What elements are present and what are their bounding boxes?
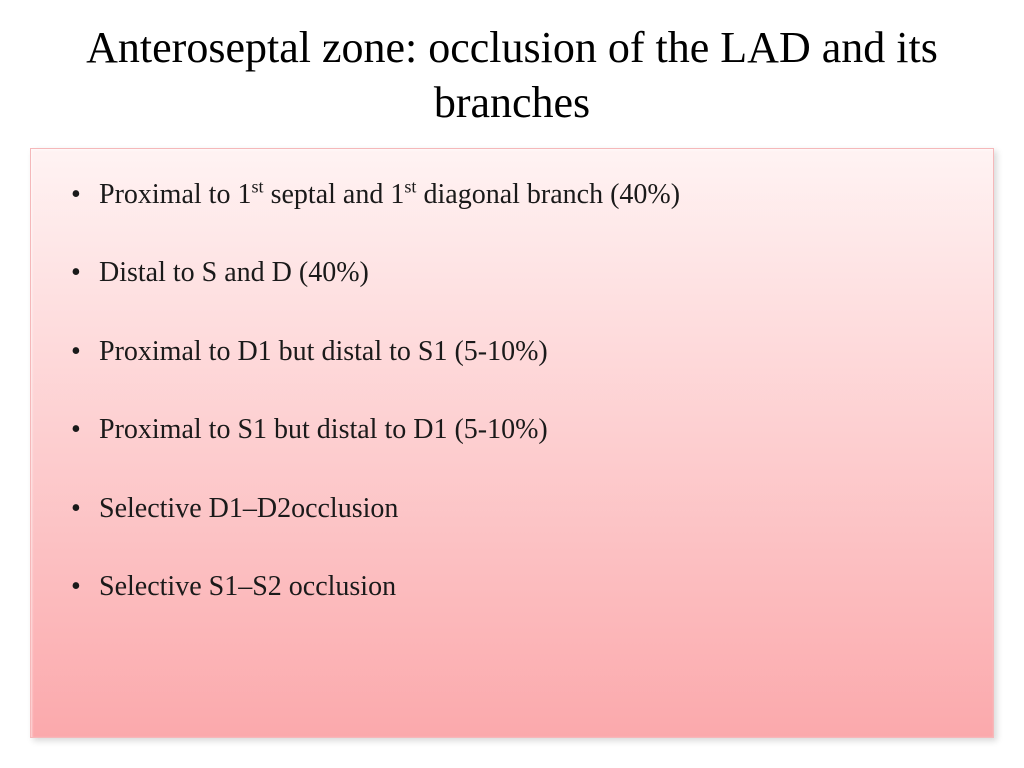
superscript: st	[251, 177, 263, 197]
slide-container: Anteroseptal zone: occlusion of the LAD …	[0, 0, 1024, 768]
bullet-item: Selective D1–D2occlusion	[71, 491, 963, 527]
bullet-list: Proximal to 1st septal and 1st diagonal …	[71, 177, 963, 605]
slide-title: Anteroseptal zone: occlusion of the LAD …	[30, 20, 994, 130]
bullet-item: Proximal to 1st septal and 1st diagonal …	[71, 177, 963, 213]
bullet-text-part: diagonal branch (40%)	[416, 179, 680, 210]
bullet-item: Selective S1–S2 occlusion	[71, 569, 963, 605]
content-box: Proximal to 1st septal and 1st diagonal …	[30, 148, 994, 738]
bullet-text-part: Proximal to 1	[99, 179, 251, 210]
bullet-item: Proximal to D1 but distal to S1 (5-10%)	[71, 334, 963, 370]
superscript: st	[404, 177, 416, 197]
bullet-item: Distal to S and D (40%)	[71, 255, 963, 291]
bullet-text-part: septal and 1	[264, 179, 405, 210]
bullet-item: Proximal to S1 but distal to D1 (5-10%)	[71, 412, 963, 448]
